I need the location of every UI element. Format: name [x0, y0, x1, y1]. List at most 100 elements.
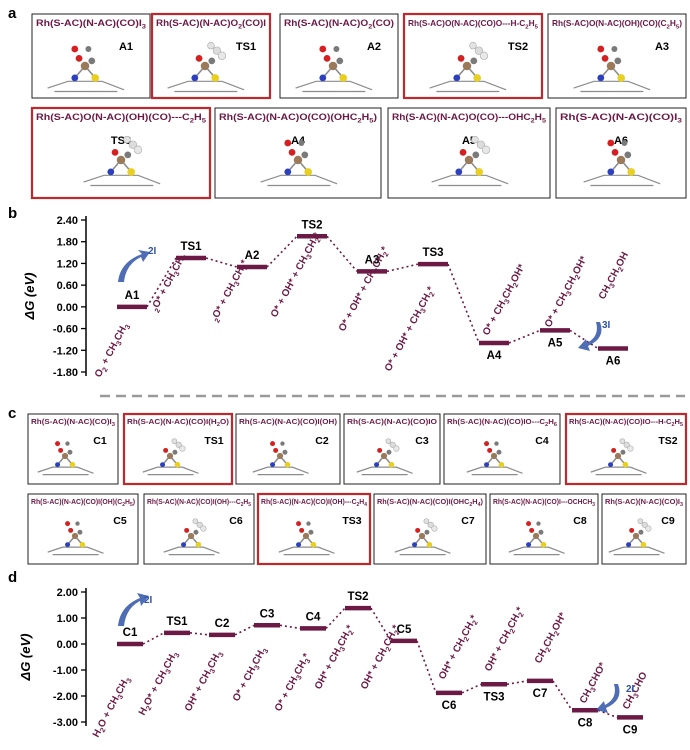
- transfer-arrow: [578, 322, 602, 351]
- species-label: O* + OH* + CH3CH2*: [269, 231, 325, 320]
- oxygen-atom: [607, 139, 615, 147]
- connector-line: [386, 263, 419, 273]
- species-label: 2O* + CH3CH3*: [209, 258, 252, 324]
- connector-line: [234, 624, 255, 636]
- structure-box-a2: [279, 13, 399, 99]
- connector-line: [597, 709, 618, 719]
- structure-id: A1: [119, 41, 133, 53]
- sulfur-atom: [127, 168, 136, 176]
- oxygen-atom: [526, 521, 532, 527]
- structure-box-c4: [443, 413, 561, 485]
- state-label: A5: [548, 337, 563, 349]
- connector-line: [326, 235, 358, 272]
- state-label: TS3: [483, 691, 504, 703]
- state-label: A4: [487, 350, 502, 362]
- oxygen-atom: [284, 139, 292, 147]
- hydrogen-atom: [627, 445, 634, 452]
- substrate-surface: [431, 174, 509, 187]
- structure-box-c9: [601, 493, 687, 565]
- y-tick-label: -3.00: [53, 717, 78, 729]
- structure-formula: Rh(S-AC)(N-AC)(CO)IO---H-C 2H5: [569, 419, 683, 428]
- sulfur-atom: [91, 74, 100, 82]
- carbon-atom: [638, 529, 644, 535]
- transfer-arrow: [118, 250, 150, 282]
- sulfur-atom: [388, 461, 395, 468]
- oxygen-atom: [111, 148, 119, 156]
- panel-label-a: a: [8, 5, 17, 22]
- hydrogen-atom: [393, 445, 400, 452]
- molecule-illustration: [431, 135, 509, 187]
- structure-box-c6: [143, 493, 255, 565]
- carbon-atom: [308, 529, 314, 535]
- state-label: C7: [533, 688, 548, 700]
- structure-id: TS1: [236, 41, 256, 53]
- molecule-illustration: [167, 41, 245, 93]
- hydrogen-atom: [171, 438, 178, 444]
- species-label: O* + CH3CH2OH*: [481, 263, 529, 339]
- structure-id: A2: [367, 41, 381, 53]
- structure-formula: Rh(S-AC)(N-AC)(CO)I 3: [560, 111, 682, 125]
- y-tick-label: -2.00: [53, 691, 78, 703]
- nitrogen-atom: [455, 168, 463, 176]
- structure-id: TS2: [508, 41, 528, 53]
- sulfur-atom: [473, 74, 482, 82]
- hydrogen-atom: [179, 445, 186, 452]
- y-tick-label: 0.60: [57, 280, 78, 292]
- rhodium-atom: [80, 61, 90, 71]
- carbon-atom: [536, 521, 541, 526]
- hydrogen-atom: [641, 521, 648, 528]
- substrate-surface: [163, 546, 220, 556]
- oxygen-atom: [184, 527, 190, 533]
- state-label: TS1: [180, 241, 202, 253]
- oxygen-atom: [611, 148, 619, 156]
- structure-box-ts3: [30, 106, 212, 200]
- state-label: C9: [623, 724, 638, 736]
- hydrogen-atom: [133, 145, 143, 154]
- hydrogen-atom: [217, 51, 227, 60]
- sulfur-atom: [195, 541, 202, 548]
- carbon-atom: [124, 151, 132, 159]
- hydrogen-atom: [645, 525, 652, 532]
- structure-box-c5: [27, 493, 139, 565]
- substrate-surface: [356, 466, 413, 476]
- nitrogen-atom: [71, 74, 79, 82]
- structure-id: A4: [291, 135, 306, 147]
- carbon-atom: [208, 57, 216, 65]
- substrate-surface: [429, 80, 507, 93]
- molecule-illustration: [47, 521, 104, 556]
- nitrogen-atom: [412, 542, 418, 548]
- structure-formula: Rh(S-AC)(N-AC)O(CO)---OHC 2H5: [392, 111, 546, 125]
- rhodium-atom: [614, 452, 622, 460]
- species-label: H2O + CH3CH3: [91, 675, 134, 740]
- oxygen-atom: [195, 54, 203, 62]
- substrate-surface: [252, 466, 309, 476]
- structure-id: C7: [461, 515, 475, 527]
- structure-id: C1: [93, 435, 107, 447]
- molecule-illustration: [83, 135, 161, 187]
- carbon-atom: [620, 449, 626, 455]
- structure-id: C3: [415, 435, 429, 447]
- structure-formula: Rh(S-AC)(N-AC)(CO)I 3: [605, 499, 683, 508]
- rhodium-atom: [532, 532, 540, 540]
- sulfur-atom: [475, 168, 484, 176]
- structure-id: C4: [535, 435, 549, 447]
- nitrogen-atom: [107, 168, 115, 176]
- y-tick-label: 1.00: [57, 613, 78, 625]
- energy-profile-b: [81, 216, 628, 376]
- y-axis-label: ΔG (eV): [18, 633, 33, 681]
- sulfur-atom: [622, 461, 629, 468]
- structure-box-ts2: [564, 412, 688, 486]
- species-label: CH3CHO*: [578, 661, 610, 706]
- structure-formula: Rh(S-AC)(N-AC)(CO)I(OH)(C2H5): [31, 499, 135, 508]
- oxygen-atom: [601, 54, 609, 62]
- substrate-surface: [608, 546, 665, 556]
- rhodium-atom: [464, 155, 474, 165]
- hydrogen-atom: [431, 525, 438, 532]
- hydrogen-atom: [200, 525, 207, 532]
- oxygen-atom: [629, 527, 635, 533]
- carbon-atom: [621, 140, 628, 146]
- connector-line: [569, 329, 599, 350]
- structure-box-a5: [387, 107, 551, 199]
- structure-id: TS1: [204, 435, 223, 447]
- oxygen-atom: [611, 447, 617, 453]
